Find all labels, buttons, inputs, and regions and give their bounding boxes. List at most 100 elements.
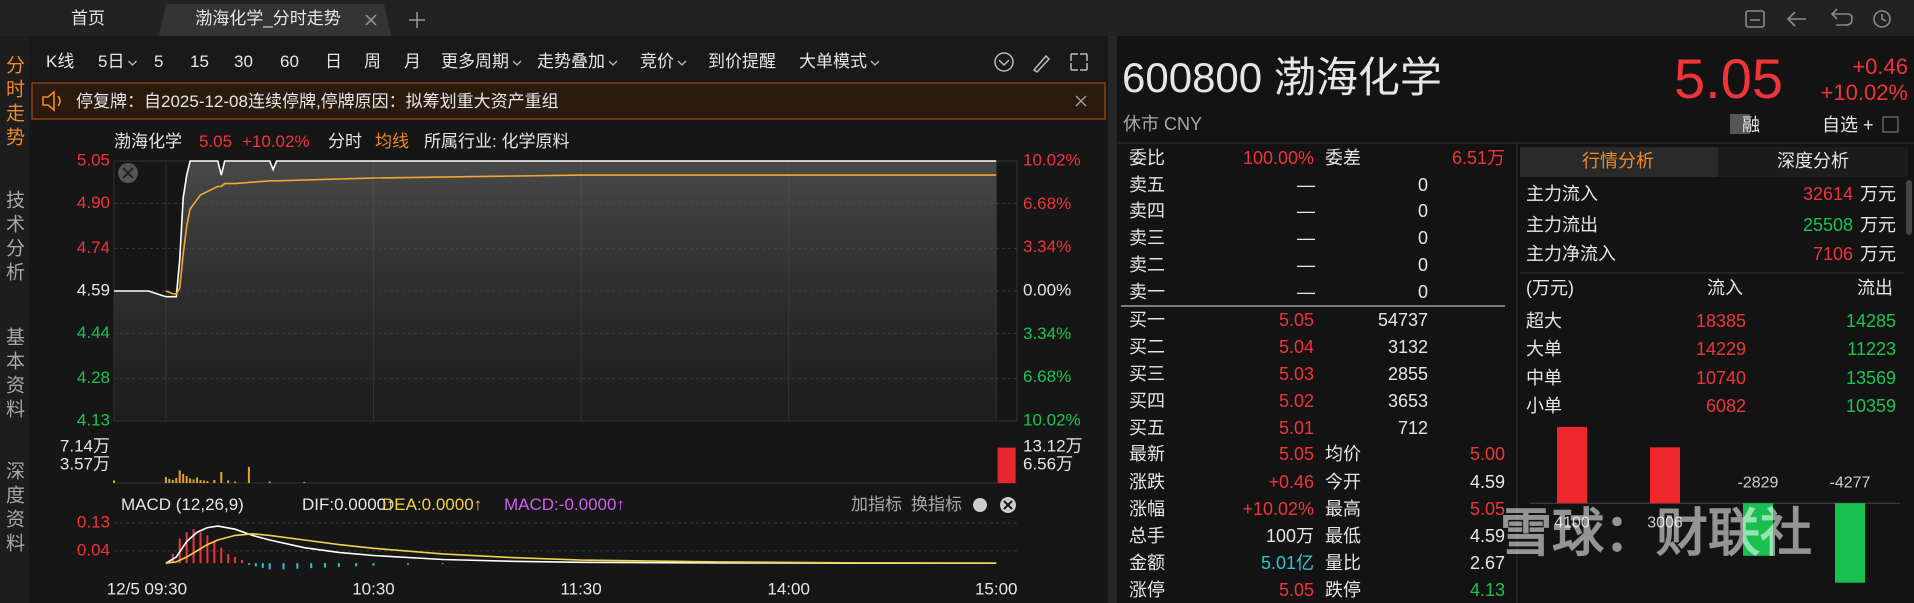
y-tick-label: 7.14万 [60, 436, 110, 455]
flow-unit: 万元 [1860, 184, 1896, 205]
volume-bar [202, 480, 205, 483]
indicator-tool[interactable]: 加指标 [851, 494, 902, 514]
tab[interactable]: 首页 [71, 8, 105, 28]
y-tick-label: 4.28 [77, 368, 110, 387]
price-area [114, 161, 997, 421]
tab[interactable]: 渤海化学_分时走势 [195, 8, 341, 28]
toolbar-item[interactable]: K线 [46, 51, 75, 71]
bid-volume: 54737 [1377, 310, 1428, 331]
ask-label: 卖五 [1129, 175, 1165, 196]
x-tick-label: 12/5 09:30 [107, 579, 187, 598]
toolbar-item[interactable]: 日 [325, 51, 342, 71]
volume-bar [168, 478, 171, 483]
macd-bar [441, 563, 444, 565]
toolbar-item[interactable]: 竞价 [640, 51, 674, 71]
flow-in: 6082 [1705, 396, 1746, 417]
macd-bar [206, 535, 209, 564]
new-tab-icon[interactable] [409, 12, 425, 28]
macd-bar [337, 563, 340, 567]
right-panel [1117, 36, 1914, 603]
macd-bar [254, 563, 257, 567]
toolbar-item[interactable]: 30 [234, 51, 253, 71]
sidebar-item[interactable]: 技术分析 [3, 190, 24, 286]
flow-tab[interactable]: 行情分析 [1582, 151, 1654, 172]
stock-price: 5.05 [199, 131, 233, 151]
flow-value: 32614 [1802, 184, 1853, 205]
ask-label: 卖一 [1129, 282, 1165, 303]
flow-out: 14285 [1845, 311, 1896, 332]
y2-tick-label: 3.34% [1023, 324, 1071, 343]
stat-label: 均价 [1325, 444, 1361, 465]
stat-label: 涨跌 [1129, 472, 1165, 493]
flow-in: 14229 [1695, 339, 1746, 360]
toolbar-item[interactable]: 大单模式 [799, 51, 867, 71]
legend-macd: MACD:-0.0000↑ [504, 494, 625, 514]
macd-bar [213, 541, 216, 564]
stat-value: 100万 [1265, 526, 1314, 547]
volume-bar [220, 471, 223, 483]
y-tick-label: 4.13 [77, 410, 110, 429]
toolbar-item[interactable]: 15 [190, 51, 209, 71]
window-icons[interactable] [1745, 8, 1891, 28]
y2-tick-label: 6.56万 [1023, 454, 1073, 473]
flow-tab[interactable]: 深度分析 [1777, 151, 1849, 172]
toolbar-item[interactable]: 走势叠加 [537, 51, 605, 71]
dropdown-icon[interactable] [1882, 116, 1899, 133]
flow-bar [1743, 503, 1773, 556]
notice-close-icon[interactable] [1075, 95, 1087, 107]
macd-bar [268, 563, 271, 570]
sidebar-item[interactable]: 深度资料 [3, 461, 24, 557]
toolbar-icons[interactable] [994, 52, 1088, 73]
macd-bar [199, 532, 202, 564]
y-tick-label: 4.90 [77, 193, 110, 212]
toolbar-item[interactable]: 60 [280, 51, 299, 71]
stat-label: 跌停 [1325, 580, 1361, 601]
closing-volume [997, 447, 1016, 483]
flow-row-label: 大单 [1526, 339, 1562, 360]
stat-label: 总手 [1129, 526, 1165, 547]
macd-bar [282, 563, 285, 570]
flow-in: 10740 [1695, 368, 1746, 389]
flow-value: 7106 [1812, 244, 1853, 265]
tab-close-icon[interactable] [365, 14, 377, 26]
bid-price: 5.03 [1278, 364, 1314, 385]
bid-volume: 3653 [1387, 391, 1428, 412]
toolbar-item[interactable]: 周 [364, 51, 381, 71]
flow-bar [1650, 447, 1680, 504]
toolbar-item[interactable]: 5日 [98, 51, 125, 71]
toolbar-item[interactable]: 更多周期 [441, 51, 509, 71]
volume-bar [113, 480, 115, 483]
ask-price: — [1297, 255, 1315, 276]
stat-label: 最高 [1325, 499, 1361, 520]
volume-bar [227, 480, 230, 483]
ask-price: — [1297, 228, 1315, 249]
macd-bar [310, 563, 313, 569]
splitter[interactable] [1108, 36, 1117, 603]
stat-value: +10.02% [1242, 499, 1314, 520]
toolbar-item[interactable]: 月 [404, 51, 421, 71]
flow-row-label: 小单 [1526, 396, 1562, 417]
flow-bar [1835, 503, 1865, 583]
sidebar-item[interactable]: 分时走势 [3, 55, 24, 151]
volume-bar [199, 479, 202, 483]
volume-bar [234, 481, 237, 483]
ask-price: — [1297, 201, 1315, 222]
scrollbar[interactable] [1906, 180, 1912, 235]
volume-bar [182, 473, 185, 483]
stat-value: +0.46 [1268, 472, 1314, 493]
flow-unit: 万元 [1860, 215, 1896, 236]
sidebar-item[interactable]: 基本资料 [3, 327, 24, 423]
series-line [165, 525, 997, 564]
toolbar-item[interactable]: 到价提醒 [708, 51, 776, 71]
margin-tag: 融 [1742, 115, 1760, 136]
indicator-tool[interactable]: 换指标 [911, 494, 962, 514]
alert-icon[interactable] [1730, 114, 1750, 134]
toolbar-item[interactable]: 5 [154, 51, 164, 71]
volume-bar [178, 470, 181, 483]
last-price: 5.05 [1674, 47, 1783, 111]
watchlist-button[interactable]: 自选 + [1822, 115, 1874, 136]
series-line [165, 532, 997, 564]
macd-close-cross [1003, 500, 1013, 510]
flow-out: 10359 [1845, 396, 1896, 417]
